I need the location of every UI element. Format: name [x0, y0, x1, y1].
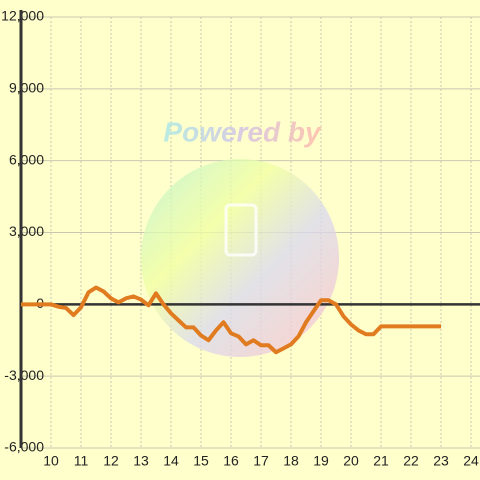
x-tick-label: 16	[223, 453, 239, 469]
x-tick-label: 12	[103, 453, 119, 469]
y-tick-label: 12,000	[1, 8, 44, 24]
y-tick-label: 9,000	[9, 80, 44, 96]
x-tick-label: 13	[133, 453, 149, 469]
x-tick-label: 22	[403, 453, 419, 469]
x-tick-label: 17	[253, 453, 269, 469]
x-tick-label: 20	[343, 453, 359, 469]
y-tick-label: 3,000	[9, 223, 44, 239]
y-tick-label: 6,000	[9, 151, 44, 167]
watermark-logo	[141, 159, 339, 357]
line	[21, 285, 441, 355]
x-tick-label: 19	[313, 453, 329, 469]
x-tick-label: 23	[433, 453, 449, 469]
y-tick-label: -3,000	[4, 367, 44, 383]
x-tick-label: 10	[43, 453, 59, 469]
watermark-text: Powered by	[163, 116, 322, 147]
y-tick-label: -6,000	[4, 439, 44, 455]
x-tick-label: 24	[463, 453, 479, 469]
x-tick-label: 11	[74, 453, 89, 469]
watermark-icon	[224, 203, 258, 257]
x-tick-label: 18	[283, 453, 299, 469]
x-tick-label: 21	[373, 453, 389, 469]
x-tick-label: 15	[193, 453, 209, 469]
x-tick-label: 14	[163, 453, 179, 469]
